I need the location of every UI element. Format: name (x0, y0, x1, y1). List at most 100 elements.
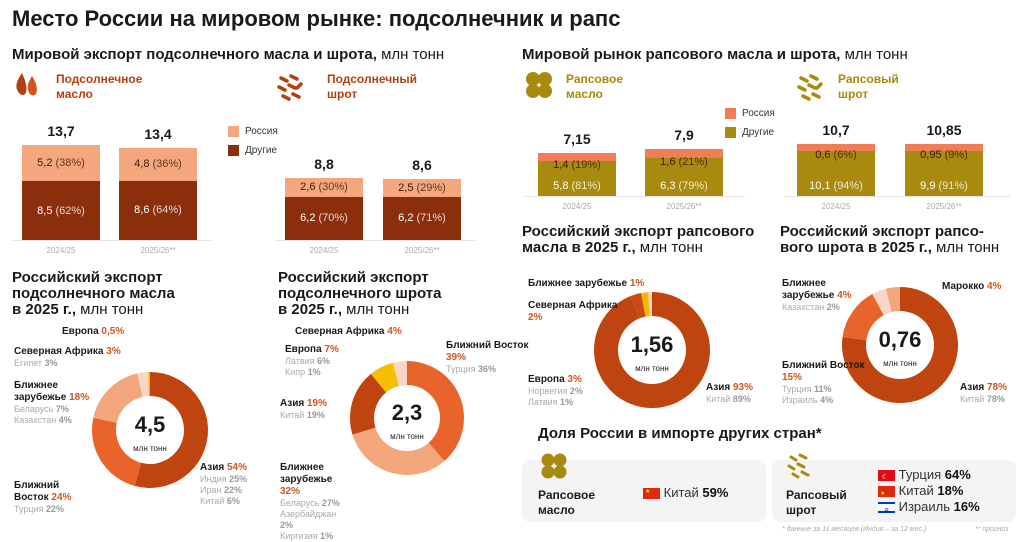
donut-segment (648, 292, 652, 317)
donut-center: 2,3 млн тонн (367, 400, 447, 444)
product-label-rapeseed-oil: Рапсовое масло (566, 72, 623, 101)
donut-segment (137, 372, 149, 397)
donut-segment (352, 427, 445, 475)
donut-center: 1,56 млн тонн (612, 332, 692, 376)
donut-total: 0,76 (878, 327, 922, 352)
import-product-oil: Рапсовое масло (538, 488, 595, 517)
donut-segment (392, 361, 407, 387)
donut-segment (885, 287, 900, 313)
bar-total: 8,8 (314, 156, 334, 173)
donut-label: Азия 93% Китай 89% (706, 382, 753, 404)
footnote-forecast: ** прогноз (975, 526, 1009, 533)
bar-total: 13,7 (47, 123, 75, 140)
bar-segment-others: 8,6 (64%) (119, 180, 197, 240)
stacked-bar: 2,6 (30%) 6,2 (70%) (285, 178, 363, 240)
product-label-rapeseed-meal: Рапсовый шрот (838, 72, 899, 101)
donut-label: Северная Африка 3% Египет 3% (14, 346, 121, 368)
donut-title: Российский экспорт рапсо-вого шрота в 20… (780, 223, 1000, 256)
donut-label: Ближний Восток 24% Турция 22% (14, 480, 72, 514)
donut-label: Ближнее зарубежье 1% (528, 278, 645, 289)
stacked-bar: 0,95 (9%) 9,9 (91%) (905, 144, 983, 196)
bar-total: 7,9 (674, 126, 694, 143)
bar-year-label: 2024/25 (821, 202, 851, 211)
donut-label: Европа 3% Норвегия 2% Латвия 1% (528, 374, 583, 407)
donut-segment (594, 292, 710, 408)
donut-label: Ближнее зарубежье 18% Беларусь 7% Казахста… (14, 380, 90, 425)
legend-russia: Россия (725, 108, 775, 119)
donut-chart (92, 372, 208, 488)
bar-year-label: 2024/25 (309, 246, 339, 255)
baseline (525, 196, 745, 197)
bar-segment-russia-fill (645, 148, 723, 159)
bar-segment-others: 8,5 (62%) (22, 181, 100, 240)
donut-segment (370, 362, 399, 393)
turkey-flag-icon (878, 470, 895, 486)
israel-flag-icon (878, 502, 895, 519)
bar-segment-russia: 1,6 (21%) (660, 156, 708, 169)
bar-segment-russia: 0,95 (9%) (920, 149, 968, 162)
page-title: Место России на мировом рынке: подсолнеч… (12, 6, 621, 31)
bar-year-label: 2024/25 (46, 246, 76, 255)
bar-total: 7,15 (563, 130, 591, 147)
import-row: Китай 59% (643, 485, 728, 500)
bar-segment-others: 10,1 (94%) (797, 150, 875, 196)
rape-world-title: Мировой рынок рапсового масла и шрота, м… (522, 46, 908, 63)
donut-segment (641, 292, 650, 317)
donut-title: Российский экспорт рапсового масла в 2025… (522, 223, 755, 256)
bar-total: 8,6 (412, 157, 432, 174)
baseline (785, 196, 1010, 197)
rapeseed-flower-icon (526, 72, 552, 98)
donut-chart (842, 287, 958, 403)
bar-segment-russia: 2,6 (30%) (285, 178, 363, 197)
donut-label: Ближнее зарубежье 32% Беларусь 27% Азербай… (280, 462, 340, 541)
bar-segment-russia: 2,5 (29%) (383, 179, 461, 197)
stacked-bar: 5,2 (38%) 8,5 (62%) (22, 145, 100, 240)
donut-center: 0,76 млн тонн (860, 327, 940, 371)
bar-segment-russia-fill (905, 144, 983, 152)
donut-title: Российский экспорт подсолнечного масла в 2… (12, 269, 175, 318)
bar-segment-russia: 1,4 (19%) (553, 159, 601, 172)
donut-segment (93, 373, 143, 423)
bar-segment-russia: 5,2 (38%) (22, 145, 100, 182)
import-share-title: Доля России в импорте других стран* (538, 425, 822, 442)
legend-russia: Россия (228, 126, 278, 137)
bar-total: 13,4 (144, 125, 172, 142)
donut-segment (842, 287, 958, 403)
donut-total: 2,3 (391, 400, 423, 425)
donut-label: Азия 78% Китай 78% (960, 382, 1007, 404)
import-product-meal: Рапсовый шрот (786, 488, 847, 517)
legend-others: Другие (228, 145, 278, 156)
baseline (275, 240, 475, 241)
bar-segment-others: 6,2 (70%) (285, 196, 363, 240)
donut-chart (594, 292, 710, 408)
bar-segment-russia-fill (538, 152, 616, 162)
bar-segment-others: 9,9 (91%) (905, 151, 983, 196)
bar-year-label: 2025/26** (140, 246, 176, 255)
bar-year-label: 2024/25 (562, 202, 592, 211)
donut-label: Азия 54% Индия 25% Иран 22% Китай 6% (200, 462, 248, 506)
bar-segment-others: 5,8 (81%) (538, 161, 616, 196)
donut-total: 1,56 (630, 332, 674, 357)
donut-label: Ближний Восток 39% Турция 36% (446, 340, 529, 374)
donut-total: 4,5 (134, 412, 166, 437)
bar-segment-others: 6,2 (71%) (383, 196, 461, 240)
donut-segment (134, 372, 208, 488)
stacked-bar: 4,8 (36%) 8,6 (64%) (119, 147, 197, 240)
donut-center: 4,5 млн тонн (110, 412, 190, 456)
legend-others: Другие (725, 127, 775, 138)
donut-segment (407, 361, 464, 462)
sunflower-meal-icon (277, 74, 303, 101)
donut-title: Российский экспорт подсолнечного шрота в 2… (278, 269, 442, 318)
bar-total: 10,7 (822, 121, 850, 138)
footnote-data: * данные за 11 месяцев (Индия – за 12 ме… (782, 526, 927, 533)
donut-label: Азия 19% Китай 19% (280, 398, 327, 420)
bar-year-label: 2025/26** (404, 246, 440, 255)
legend-rapeseed: Россия Другие (725, 108, 775, 138)
import-row: Израиль 16% (878, 499, 980, 519)
bar-year-label: 2025/26** (666, 202, 702, 211)
donut-label: Марокко 4% (942, 281, 1002, 292)
donut-label: Северная Африка 4% (295, 326, 402, 337)
import-row: Турция 64% (878, 467, 980, 486)
product-label-sunflower-meal: Подсолнечный шрот (327, 72, 418, 101)
sun-world-title: Мировой экспорт подсолнечного масла и шр… (12, 46, 445, 63)
